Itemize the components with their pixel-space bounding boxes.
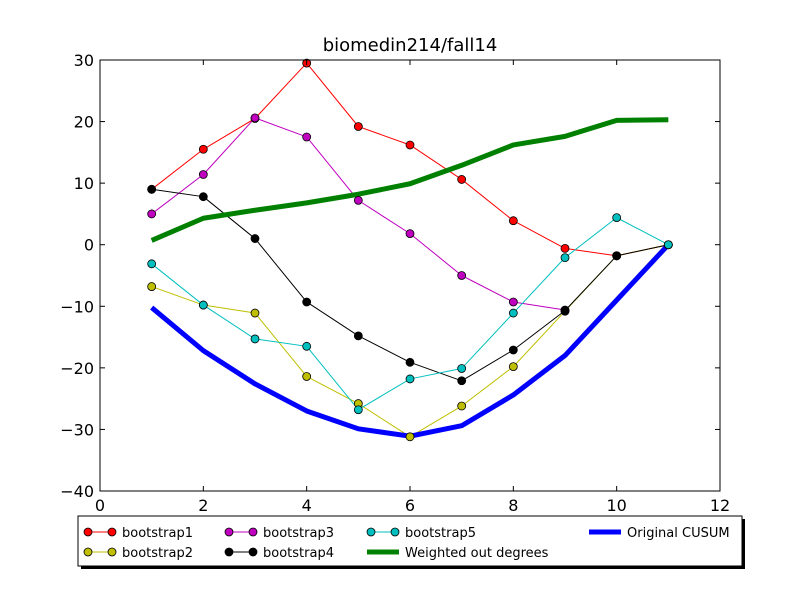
x-tick-label: 6 — [405, 496, 415, 515]
legend-marker — [248, 527, 258, 537]
data-point-bootstrap4 — [147, 184, 157, 194]
data-point-bootstrap3 — [405, 229, 415, 239]
data-point-bootstrap5 — [508, 308, 518, 318]
y-tick-label: 20 — [74, 113, 94, 132]
data-point-bootstrap3 — [302, 132, 312, 142]
legend-marker — [107, 527, 117, 537]
x-tick-label: 2 — [198, 496, 208, 515]
legend-item-original-cusum: Original CUSUM — [589, 526, 730, 541]
x-axis: 0 2 4 6 8 10 12 — [95, 60, 730, 515]
legend-box — [77, 515, 743, 567]
x-tick-label: 10 — [606, 496, 626, 515]
data-point-bootstrap4 — [198, 192, 208, 202]
legend-marker — [224, 527, 234, 537]
y-tick-label: 0 — [84, 236, 94, 255]
legend-label: Original CUSUM — [627, 526, 730, 541]
legend-label: bootstrap1 — [122, 526, 193, 541]
data-point-bootstrap5 — [560, 253, 570, 263]
data-point-bootstrap3 — [353, 195, 363, 205]
data-point-bootstrap2 — [508, 362, 518, 372]
legend-item-bootstrap5: bootstrap5 — [366, 526, 476, 541]
data-point-bootstrap1 — [353, 122, 363, 131]
data-point-bootstrap5 — [663, 240, 673, 250]
legend-label: Weighted out degrees — [405, 546, 549, 561]
data-point-bootstrap4 — [405, 357, 415, 367]
data-point-bootstrap2 — [405, 432, 415, 442]
legend-label: bootstrap3 — [263, 526, 334, 541]
series-line-bootstrap2 — [151, 244, 669, 438]
data-point-bootstrap3 — [250, 113, 260, 123]
data-point-bootstrap1 — [560, 244, 570, 253]
legend-marker — [366, 527, 376, 537]
legend-label: bootstrap2 — [122, 546, 193, 561]
data-point-bootstrap1 — [405, 140, 415, 150]
data-point-bootstrap4 — [353, 331, 363, 341]
y-tick-label: −10 — [60, 297, 94, 316]
data-point-bootstrap4 — [560, 306, 570, 315]
legend-item-bootstrap1: bootstrap1 — [83, 526, 193, 541]
data-point-bootstrap4 — [457, 376, 467, 386]
legend-label: bootstrap4 — [263, 546, 334, 561]
legend-marker — [83, 547, 93, 557]
data-point-bootstrap5 — [612, 213, 622, 223]
plot-frame — [99, 59, 721, 492]
data-point-bootstrap4 — [508, 345, 518, 355]
legend-item-weighted-out-degrees: Weighted out degrees — [367, 546, 549, 561]
series-line-bootstrap1 — [151, 62, 669, 257]
data-point-bootstrap3 — [198, 170, 208, 179]
data-point-bootstrap5 — [457, 364, 467, 373]
y-tick-label: −20 — [60, 359, 94, 378]
legend-marker — [107, 547, 117, 557]
data-point-bootstrap3 — [457, 271, 467, 280]
data-point-bootstrap1 — [198, 144, 208, 154]
legend-item-bootstrap3: bootstrap3 — [224, 526, 334, 541]
series-line-bootstrap4 — [151, 188, 669, 382]
legend-label: bootstrap5 — [405, 526, 476, 541]
legend-marker — [83, 527, 93, 537]
data-point-bootstrap4 — [302, 297, 312, 307]
chart-title: biomedin214/fall14 — [323, 35, 498, 56]
x-tick-label: 8 — [508, 496, 518, 515]
legend: bootstrap1 bootstrap2 bootstrap3 bootstrap4… — [77, 515, 745, 569]
series-line-original-cusum — [150, 243, 671, 439]
data-point-bootstrap3 — [147, 209, 157, 219]
y-tick-label: 10 — [74, 174, 94, 193]
data-point-bootstrap3 — [508, 297, 518, 307]
x-tick-label: 4 — [302, 496, 312, 515]
y-axis: −40 −30 −20 −10 0 10 20 30 — [60, 51, 720, 501]
data-point-bootstrap1 — [457, 175, 467, 184]
x-tick-label: 0 — [95, 496, 105, 515]
legend-item-bootstrap2: bootstrap2 — [83, 546, 193, 561]
y-tick-label: 30 — [74, 51, 94, 70]
data-point-bootstrap2 — [250, 308, 260, 318]
x-tick-label: 12 — [710, 496, 730, 515]
legend-item-bootstrap4: bootstrap4 — [224, 546, 334, 561]
data-point-bootstrap4 — [612, 251, 622, 261]
data-point-bootstrap4 — [250, 234, 260, 243]
data-point-bootstrap5 — [353, 405, 363, 415]
data-point-bootstrap5 — [198, 300, 208, 310]
legend-marker — [390, 527, 400, 537]
data-point-bootstrap2 — [302, 372, 312, 381]
data-point-bootstrap2 — [457, 401, 467, 411]
y-tick-label: −40 — [60, 482, 94, 501]
data-point-bootstrap5 — [250, 334, 260, 344]
series-markers — [147, 58, 673, 442]
data-point-bootstrap5 — [147, 259, 157, 269]
data-point-bootstrap5 — [405, 374, 415, 384]
data-point-bootstrap2 — [147, 282, 157, 291]
data-point-bootstrap5 — [302, 341, 312, 351]
legend-marker — [248, 547, 258, 557]
series-line-weighted-out-degrees — [150, 117, 669, 243]
y-tick-label: −30 — [60, 420, 94, 439]
legend-marker — [224, 547, 234, 557]
data-point-bootstrap1 — [508, 216, 518, 226]
